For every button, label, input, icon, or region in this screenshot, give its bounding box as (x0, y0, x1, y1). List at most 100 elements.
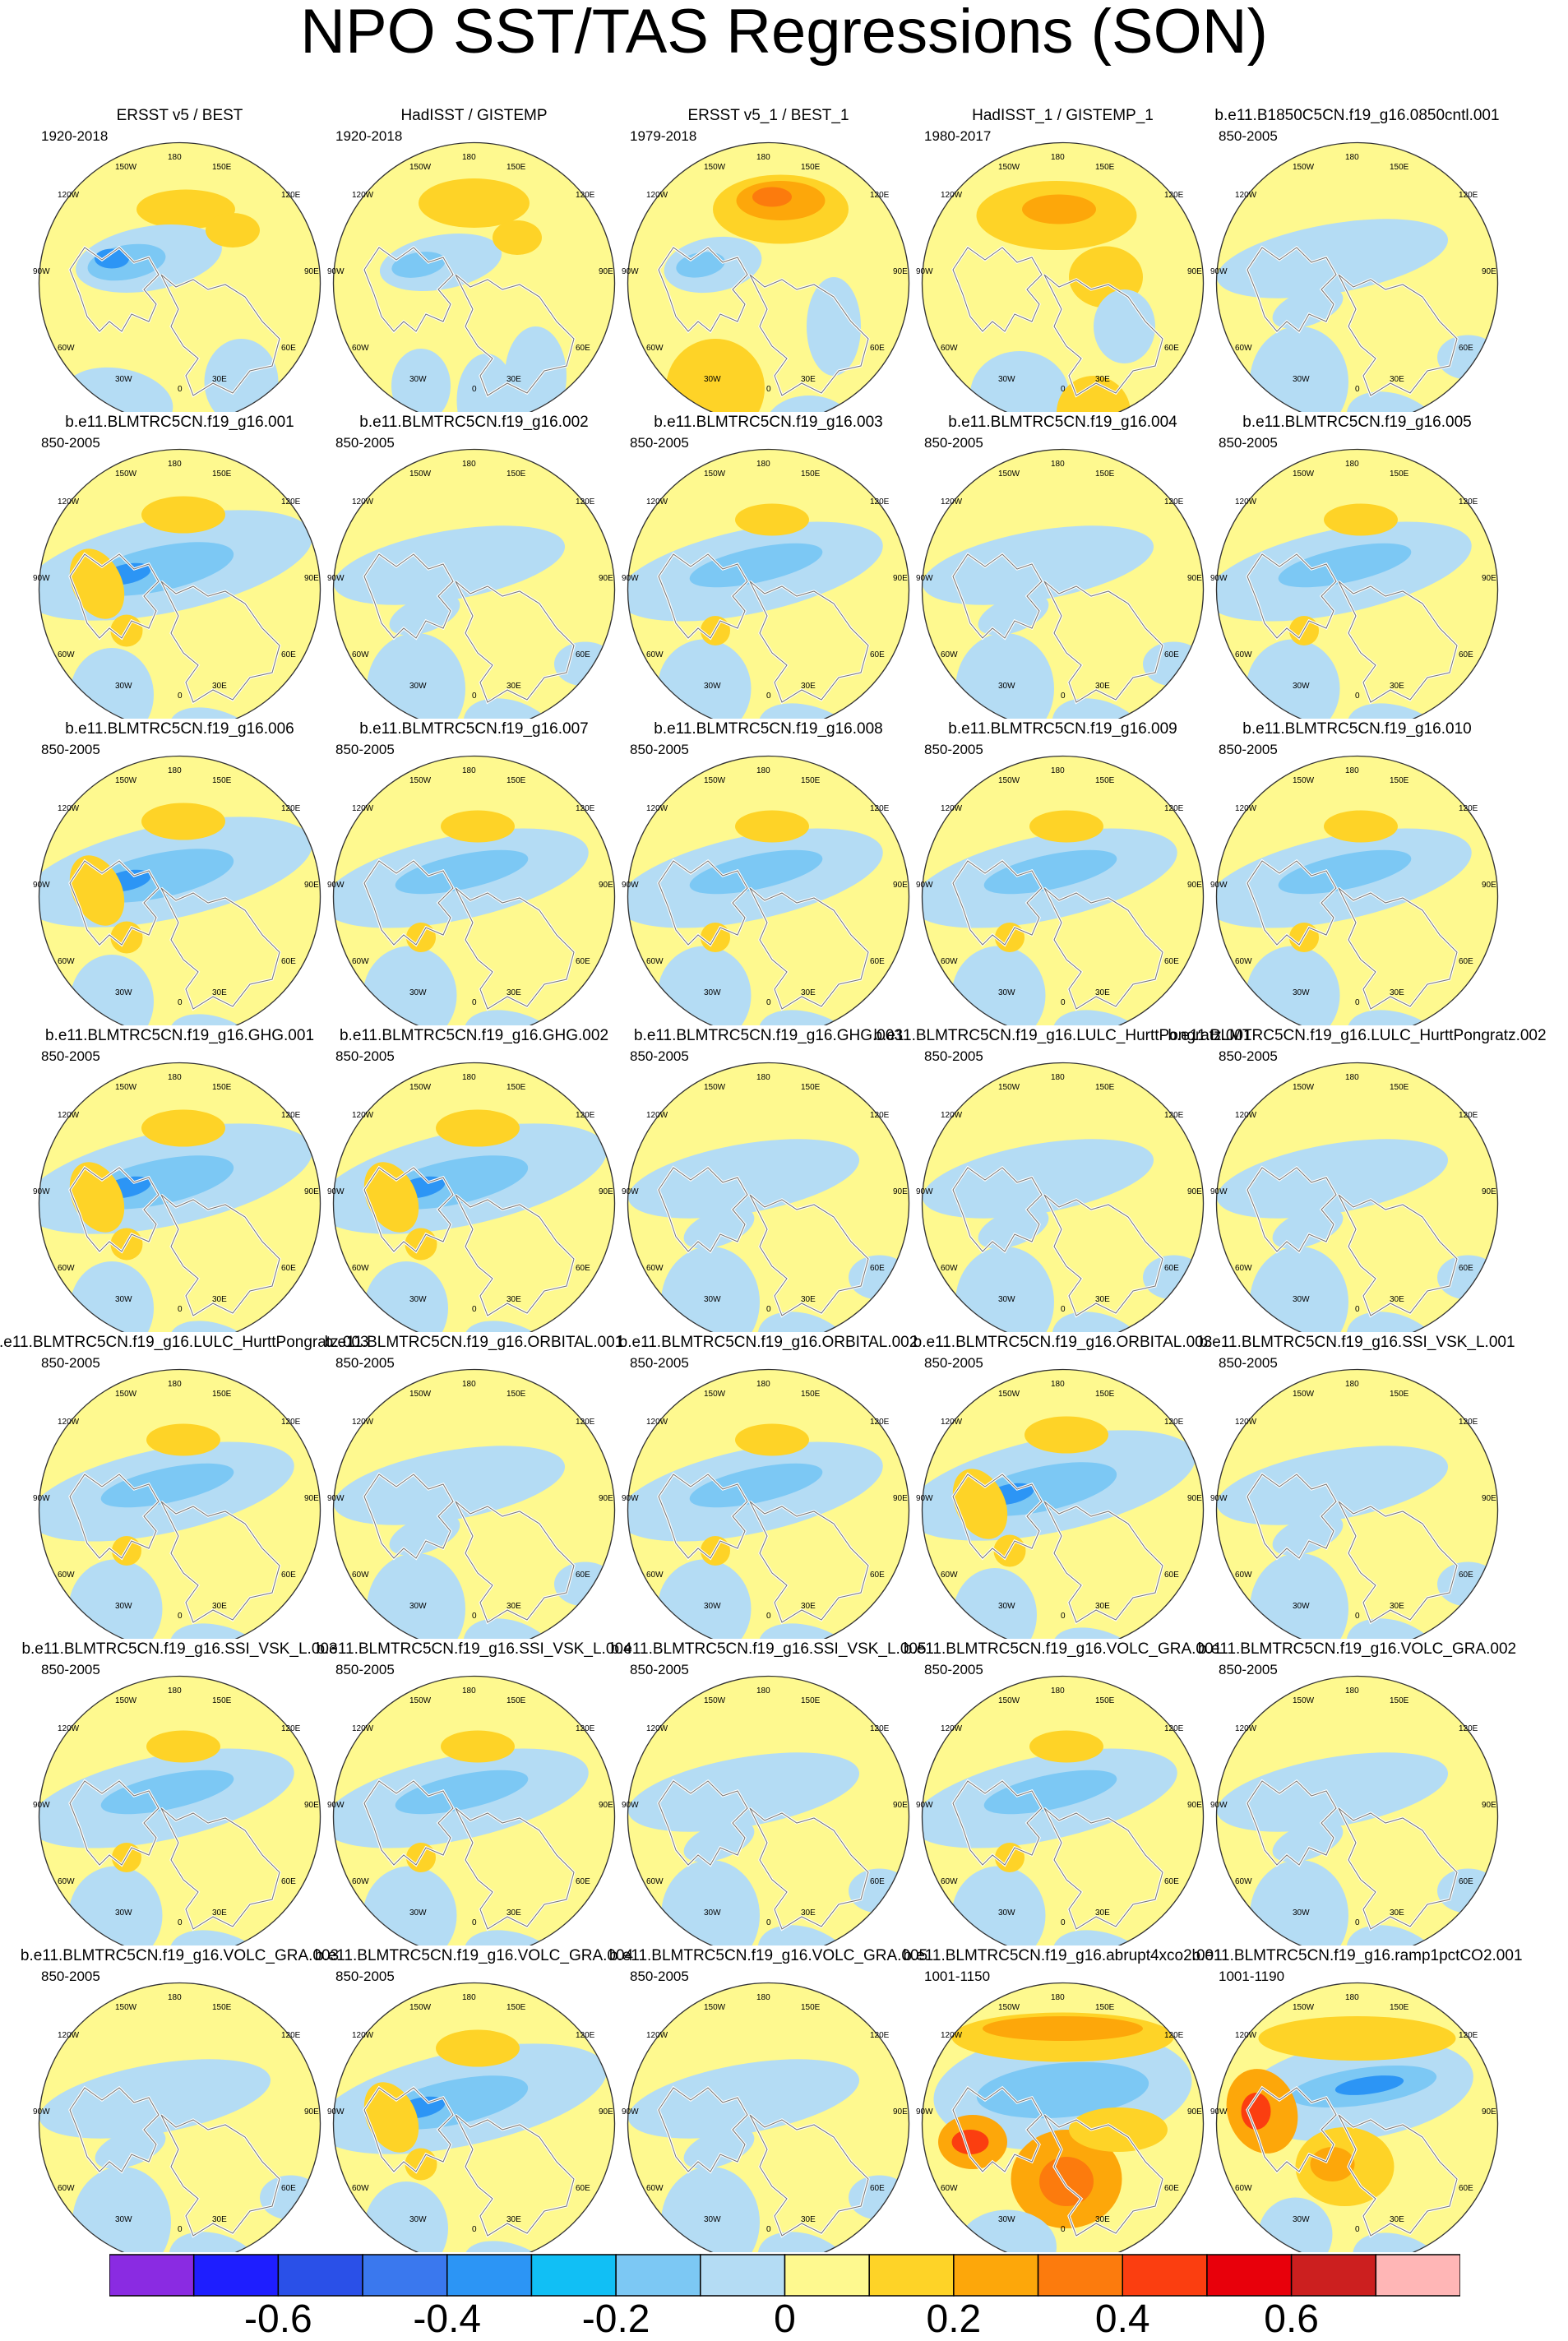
longitude-label: 60E (1459, 344, 1473, 353)
longitude-label: 0 (178, 385, 183, 394)
longitude-label: 30W (115, 1908, 132, 1918)
longitude-label: 180 (462, 1073, 476, 1082)
polar-map (332, 1675, 616, 1945)
longitude-label: 120E (576, 1724, 595, 1733)
longitude-label: 90W (916, 1801, 933, 1810)
longitude-label: 90W (1210, 267, 1228, 276)
longitude-label: 120E (870, 804, 890, 813)
longitude-label: 120E (870, 1418, 890, 1427)
longitude-label: 150E (801, 1696, 821, 1705)
longitude-label: 0 (1061, 998, 1066, 1007)
panel-period: 850-2005 (1219, 128, 1278, 144)
longitude-label: 30W (998, 1295, 1015, 1304)
polar-map (332, 141, 616, 412)
colorbar-swatch (362, 2254, 448, 2297)
longitude-label: 150W (115, 1696, 137, 1705)
panel-period: 850-2005 (41, 1662, 100, 1677)
longitude-label: 180 (1345, 1380, 1359, 1389)
longitude-label: 120E (576, 804, 595, 813)
longitude-label: 30W (409, 375, 427, 384)
longitude-label: 60E (281, 1264, 296, 1273)
map-panel: b.e11.BLMTRC5CN.f19_g16.LULC_HurttPongra… (873, 1025, 1252, 1332)
longitude-label: 150E (801, 1390, 821, 1399)
longitude-label: 60W (941, 650, 958, 659)
longitude-label: 150W (1293, 1083, 1315, 1092)
panel-title: b.e11.BLMTRC5CN.f19_g16.009 (948, 720, 1177, 738)
longitude-label: 150E (1390, 470, 1409, 479)
longitude-label: 120W (941, 497, 963, 507)
longitude-label: 120E (281, 497, 301, 507)
longitude-label: 150E (801, 163, 821, 172)
panel-period: 850-2005 (335, 1048, 395, 1064)
longitude-label: 120W (941, 191, 963, 200)
longitude-label: 30E (212, 988, 227, 997)
colorbar-swatch (1122, 2254, 1208, 2297)
longitude-label: 90W (916, 1494, 933, 1503)
longitude-label: 90W (916, 2107, 933, 2117)
longitude-label: 90W (916, 881, 933, 890)
longitude-label: 60W (646, 1571, 664, 1580)
longitude-label: 30E (506, 988, 521, 997)
map-panel: b.e11.BLMTRC5CN.f19_g16.ORBITAL.002 850-2… (612, 1332, 925, 1639)
longitude-label: 60W (941, 1877, 958, 1886)
map-panel: b.e11.BLMTRC5CN.f19_g16.ORBITAL.003 850-2… (906, 1332, 1219, 1639)
colorbar-swatch (530, 2254, 617, 2297)
longitude-label: 60W (58, 1877, 75, 1886)
longitude-label: 180 (756, 1073, 770, 1082)
panel-period: 850-2005 (335, 742, 395, 757)
longitude-label: 90E (1187, 1187, 1202, 1196)
longitude-label: 60W (646, 957, 664, 966)
longitude-label: 120W (352, 804, 374, 813)
longitude-label: 90E (304, 1187, 319, 1196)
longitude-label: 30W (704, 682, 721, 691)
longitude-label: 90E (304, 2107, 319, 2117)
longitude-label: 0 (1355, 692, 1360, 701)
panel-title: b.e11.BLMTRC5CN.f19_g16.ORBITAL.001 (324, 1334, 624, 1351)
colorbar-tick-label: 0.4 (1094, 2297, 1150, 2341)
polar-map (921, 141, 1205, 412)
longitude-label: 180 (168, 1686, 182, 1696)
longitude-label: 0 (1061, 2225, 1066, 2234)
longitude-label: 90E (599, 881, 613, 890)
longitude-label: 150E (1390, 2003, 1409, 2012)
longitude-label: 150W (998, 470, 1020, 479)
panel-period: 850-2005 (1219, 1355, 1278, 1371)
longitude-label: 180 (1051, 460, 1065, 469)
panel-title: b.e11.BLMTRC5CN.f19_g16.VOLC_GRA.002 (1197, 1640, 1517, 1658)
longitude-label: 60W (646, 650, 664, 659)
longitude-label: 0 (472, 1305, 477, 1314)
panel-title: b.e11.BLMTRC5CN.f19_g16.008 (654, 720, 883, 738)
longitude-label: 180 (168, 766, 182, 775)
colorbar (109, 2254, 1460, 2297)
longitude-label: 30W (409, 1908, 427, 1918)
longitude-label: 120E (576, 2031, 595, 2040)
panel-period: 850-2005 (1219, 1662, 1278, 1677)
longitude-label: 60E (281, 957, 296, 966)
longitude-label: 0 (178, 1305, 183, 1314)
panel-title: b.e11.BLMTRC5CN.f19_g16.GHG.001 (44, 1027, 315, 1044)
longitude-label: 150E (801, 2003, 821, 2012)
longitude-label: 0 (766, 692, 771, 701)
longitude-label: 90E (1482, 881, 1496, 890)
panel-period: 1001-1190 (1219, 1969, 1285, 1984)
longitude-label: 0 (472, 998, 477, 1007)
longitude-label: 60W (352, 1877, 369, 1886)
longitude-label: 150W (115, 1083, 137, 1092)
longitude-label: 120W (941, 1724, 963, 1733)
panel-period: 850-2005 (630, 435, 689, 451)
panel-period: 1920-2018 (41, 128, 109, 144)
longitude-label: 60W (58, 957, 75, 966)
longitude-label: 180 (168, 153, 182, 162)
longitude-label: 120W (58, 1418, 80, 1427)
longitude-label: 120E (1459, 1724, 1478, 1733)
longitude-label: 30W (115, 988, 132, 997)
longitude-label: 60W (646, 1877, 664, 1886)
panel-title: b.e11.BLMTRC5CN.f19_g16.GHG.002 (339, 1027, 609, 1044)
longitude-label: 30E (506, 1908, 521, 1918)
longitude-label: 30W (1293, 1602, 1310, 1611)
longitude-label: 60E (870, 2184, 885, 2193)
longitude-label: 150W (409, 163, 432, 172)
longitude-label: 150W (704, 1083, 726, 1092)
longitude-label: 30W (115, 682, 132, 691)
panel-title: b.e11.BLMTRC5CN.f19_g16.VOLC_GRA.004 (314, 1947, 634, 1964)
